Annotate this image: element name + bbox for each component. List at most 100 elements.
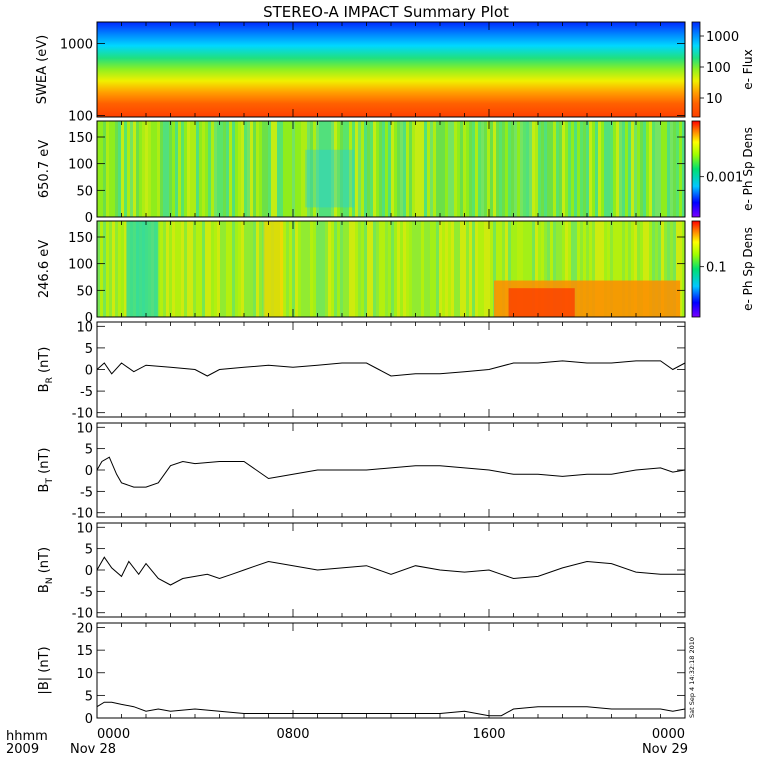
spectrogram-streak <box>445 121 448 217</box>
y-tick-label: 15 <box>76 644 93 659</box>
spectrogram-streak <box>409 221 412 317</box>
spectrogram-streak <box>160 221 163 317</box>
panel-frame <box>96 321 686 418</box>
spectrogram-streak <box>523 221 526 317</box>
spectrogram-streak <box>412 221 415 317</box>
spectrogram-streak <box>163 121 166 217</box>
spectrogram-streak <box>484 221 487 317</box>
spectrogram-streak <box>229 221 232 317</box>
spectrogram-streak <box>247 221 250 317</box>
spectrogram-streak <box>571 221 574 317</box>
spectrogram-streak <box>343 221 346 317</box>
spectrogram-streak <box>592 121 595 217</box>
spectrogram-streak <box>421 221 424 317</box>
spectrogram-streak <box>253 121 256 217</box>
spectrogram-streak <box>487 221 490 317</box>
spectrogram-streak <box>598 121 601 217</box>
spectrogram-streak <box>643 121 646 217</box>
spectrogram-streak <box>535 121 538 217</box>
spectrogram-streak <box>292 121 295 217</box>
spectrogram-streak <box>418 121 421 217</box>
spectrogram-streak <box>658 121 661 217</box>
spectrogram-streak <box>655 121 658 217</box>
spectrogram-streak <box>580 121 583 217</box>
spectrogram-streak <box>448 221 451 317</box>
spectrogram-streak <box>451 221 454 317</box>
y-tick-label: 0 <box>85 211 93 226</box>
spectrogram-streak <box>148 121 151 217</box>
spectrogram-streak <box>283 221 286 317</box>
spectrogram-streak <box>481 121 484 217</box>
spectrogram-streak <box>295 121 298 217</box>
spectrogram-streak <box>223 121 226 217</box>
spectrogram-streak <box>346 121 349 217</box>
spectrogram-streak <box>496 221 499 317</box>
spectrogram-streak <box>208 121 211 217</box>
spectrogram-streak <box>679 121 682 217</box>
spectrogram-streak <box>274 121 277 217</box>
y-axis-label: 246.6 eV <box>37 240 52 298</box>
spectrogram-streak <box>610 221 613 317</box>
spectrogram-streak <box>106 221 109 317</box>
spectrogram-streak <box>559 121 562 217</box>
spectrogram-streak <box>313 121 316 217</box>
spectrogram-streak <box>583 121 586 217</box>
spectrogram-streak <box>490 121 493 217</box>
spectrogram-streak <box>643 221 646 317</box>
spectrogram-streak <box>166 221 169 317</box>
spectrogram-streak <box>427 121 430 217</box>
spectrogram-streak <box>676 121 679 217</box>
spectrogram-streak <box>229 121 232 217</box>
spectrogram-streak <box>454 121 457 217</box>
spectrogram-streak <box>532 121 535 217</box>
spectrogram-streak <box>607 121 610 217</box>
spectrogram-streak <box>478 121 481 217</box>
spectrogram-streak <box>436 121 439 217</box>
y-axis-label-main: B <box>37 584 52 593</box>
spectrogram-streak <box>406 121 409 217</box>
spectrogram-low-region <box>305 149 355 208</box>
spectrogram-streak <box>592 221 595 317</box>
y-axis-label: BT (nT) <box>37 448 55 493</box>
spectrogram-streak <box>301 221 304 317</box>
spectrogram-streak <box>190 121 193 217</box>
spectrogram-warm-band <box>263 221 284 317</box>
y-axis-label: SWEA (eV) <box>35 35 50 104</box>
spectrogram-streak <box>415 121 418 217</box>
spectrogram-streak <box>385 121 388 217</box>
colorbar <box>691 120 701 218</box>
spectrogram-streak <box>226 121 229 217</box>
colorbar-tick-label: 100 <box>706 61 731 76</box>
y-tick-label: 5 <box>85 342 93 357</box>
spectrogram-streak <box>520 221 523 317</box>
y-axis-label-main: B <box>37 484 52 493</box>
spectrogram-streak <box>679 221 682 317</box>
spectrogram-streak <box>376 121 379 217</box>
y-tick-label: 5 <box>85 443 93 458</box>
panel-frame <box>96 422 686 518</box>
spectrogram-streak <box>292 221 295 317</box>
spectrogram-streak <box>352 121 355 217</box>
spectrogram-streak <box>532 221 535 317</box>
spectrogram-streak <box>349 221 352 317</box>
spectrogram-streak <box>364 221 367 317</box>
spectrogram-streak <box>238 221 241 317</box>
spectrogram-streak <box>610 121 613 217</box>
spectrogram-streak <box>424 121 427 217</box>
spectrogram-streak <box>202 221 205 317</box>
spectrogram-streak <box>106 121 109 217</box>
y-tick-label: 10 <box>76 421 93 436</box>
y-tick-label: 100 <box>68 258 93 273</box>
colorbar-label: e- Ph Sp Dens <box>741 227 755 311</box>
spectrogram-streak <box>262 121 265 217</box>
spectrogram-streak <box>379 221 382 317</box>
spectrogram-streak <box>529 121 532 217</box>
spectrogram-streak <box>568 221 571 317</box>
series-line <box>96 556 685 586</box>
spectrogram-streak <box>439 221 442 317</box>
spectrogram-streak <box>298 121 301 217</box>
spectrogram-streak <box>340 221 343 317</box>
spectrogram-streak <box>433 221 436 317</box>
spectrogram-streak <box>544 121 547 217</box>
spectrogram-streak <box>397 121 400 217</box>
